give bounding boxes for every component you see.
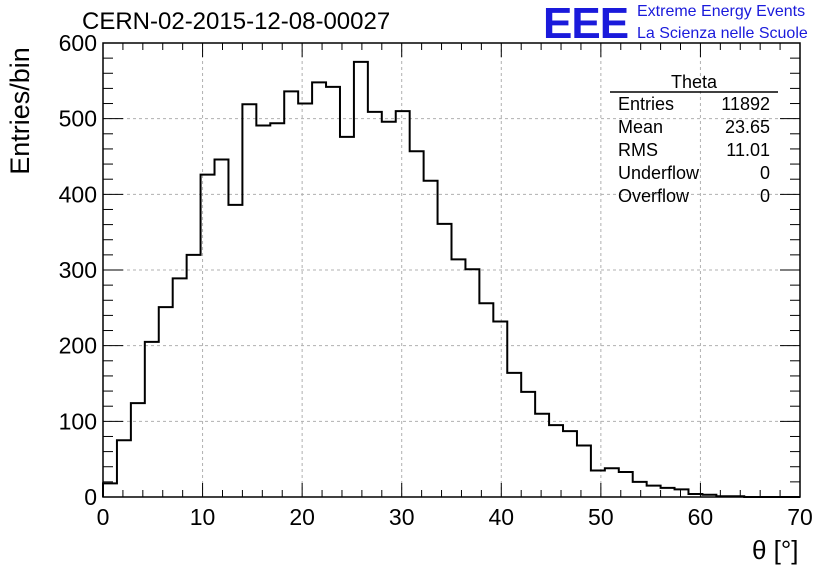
- histogram-bin: [493, 321, 507, 497]
- histogram-bin: [159, 307, 173, 497]
- histogram-bin: [368, 112, 382, 497]
- stats-row-value: 0: [760, 163, 770, 183]
- y-tick-label: 300: [59, 257, 97, 283]
- y-tick-label: 500: [59, 106, 97, 132]
- histogram-bin: [424, 181, 438, 497]
- eee-logo: EEE: [543, 0, 629, 48]
- stats-row-value: 11.01: [726, 140, 770, 160]
- histogram-bin: [549, 425, 563, 497]
- logo-line-2: La Scienza nelle Scuole: [637, 25, 808, 42]
- x-tick-label: 0: [97, 504, 110, 530]
- histogram-bin: [577, 446, 591, 497]
- x-tick-label: 40: [488, 504, 514, 530]
- x-tick-label: 70: [787, 504, 813, 530]
- histogram-bin: [521, 392, 535, 497]
- histogram-bin: [131, 403, 145, 497]
- histogram-bin: [242, 104, 256, 497]
- stats-row-value: 0: [760, 186, 770, 206]
- stats-row-label: Overflow: [618, 186, 690, 206]
- histogram-bin: [312, 82, 326, 497]
- histogram-bin: [535, 414, 549, 497]
- plot-title: CERN-02-2015-12-08-00027: [82, 8, 391, 35]
- histogram-bin: [201, 175, 215, 497]
- histogram-bin: [675, 489, 689, 497]
- x-axis-label: θ [°]: [752, 535, 799, 565]
- histogram-bin: [410, 151, 424, 497]
- histogram-bin: [396, 111, 410, 497]
- histogram-bin: [563, 431, 577, 497]
- histogram-bin: [438, 224, 452, 497]
- stats-row-label: Mean: [618, 117, 663, 137]
- histogram-bin: [270, 123, 284, 497]
- histogram-bin: [103, 483, 117, 497]
- histogram-bin: [117, 440, 131, 497]
- histogram-series: [102, 60, 800, 498]
- stats-row-label: RMS: [618, 140, 658, 160]
- x-tick-label: 20: [289, 504, 315, 530]
- y-tick-label: 200: [59, 333, 97, 359]
- histogram-bin: [326, 87, 340, 497]
- y-tick-label: 400: [59, 181, 97, 207]
- stats-row-label: Underflow: [618, 163, 700, 183]
- histogram-bin: [284, 91, 298, 497]
- histogram-bin: [340, 137, 354, 497]
- stats-row-value: 23.65: [725, 117, 770, 137]
- x-tick-label: 10: [190, 504, 216, 530]
- histogram-bin: [298, 104, 312, 497]
- histogram-bin: [187, 255, 201, 497]
- histogram-bin: [145, 342, 159, 497]
- histogram-bin: [647, 486, 661, 497]
- histogram-bin: [591, 471, 605, 497]
- histogram-bin: [605, 468, 619, 497]
- stats-row-value: 11892: [721, 94, 770, 114]
- y-tick-label: 600: [59, 30, 97, 56]
- x-tick-label: 60: [688, 504, 714, 530]
- histogram-bin: [256, 125, 270, 497]
- logo-mark: EEE: [543, 0, 629, 48]
- histogram-bin: [354, 62, 368, 497]
- y-tick-label: 100: [59, 408, 97, 434]
- histogram-bin: [479, 303, 493, 497]
- x-tick-label: 50: [588, 504, 614, 530]
- histogram-bin: [382, 122, 396, 497]
- histogram-bin: [633, 482, 647, 497]
- histogram-bin: [465, 269, 479, 497]
- histogram-bin: [215, 160, 229, 497]
- histogram-bin: [452, 259, 466, 497]
- stats-box-title: Theta: [671, 72, 718, 92]
- histogram-bin: [228, 205, 242, 497]
- y-tick-label: 0: [84, 484, 97, 510]
- x-tick-label: 30: [389, 504, 415, 530]
- stats-row-label: Entries: [618, 94, 674, 114]
- histogram-bin: [173, 278, 187, 497]
- logo-line-1: Extreme Energy Events: [637, 3, 806, 20]
- histogram-bin: [507, 373, 521, 497]
- histogram-bin: [661, 488, 675, 497]
